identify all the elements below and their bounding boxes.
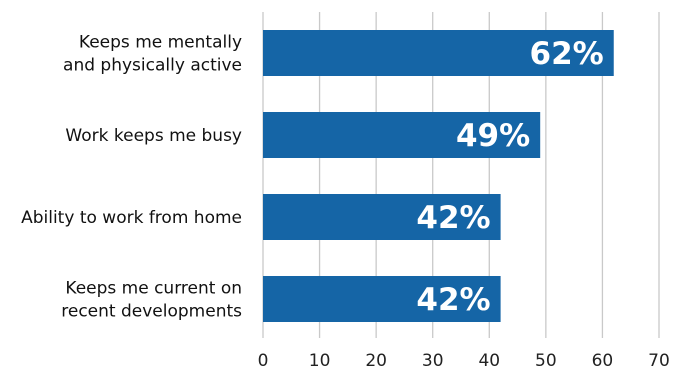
x-tick-label: 20 <box>365 351 387 371</box>
data-label: 49% <box>456 118 530 154</box>
x-tick-label: 0 <box>258 351 269 371</box>
x-tick-label: 70 <box>648 351 670 371</box>
category-label: Work keeps me busy <box>65 126 242 146</box>
data-label: 42% <box>416 282 490 318</box>
category-label: Keeps me current on <box>65 279 242 299</box>
category-label: Keeps me mentally <box>79 33 242 53</box>
category-label: recent developments <box>61 302 242 322</box>
bars: 62% 49% 42% 42% <box>263 30 614 322</box>
category-label: and physically active <box>63 56 242 76</box>
x-tick-label: 40 <box>478 351 500 371</box>
bar <box>263 30 614 76</box>
data-label: 42% <box>416 200 490 236</box>
x-tick-label: 60 <box>592 351 614 371</box>
x-tick-label: 10 <box>309 351 331 371</box>
category-labels: Keeps me mentally and physically active Wo… <box>21 33 242 322</box>
data-label: 62% <box>530 36 604 72</box>
x-tick-label: 50 <box>535 351 557 371</box>
bar <box>263 276 501 322</box>
bar <box>263 112 541 158</box>
x-tick-label: 30 <box>422 351 444 371</box>
bar <box>263 194 501 240</box>
x-axis-ticks: 0 10 20 30 40 50 60 70 <box>258 351 670 371</box>
category-label: Ability to work from home <box>21 208 242 228</box>
